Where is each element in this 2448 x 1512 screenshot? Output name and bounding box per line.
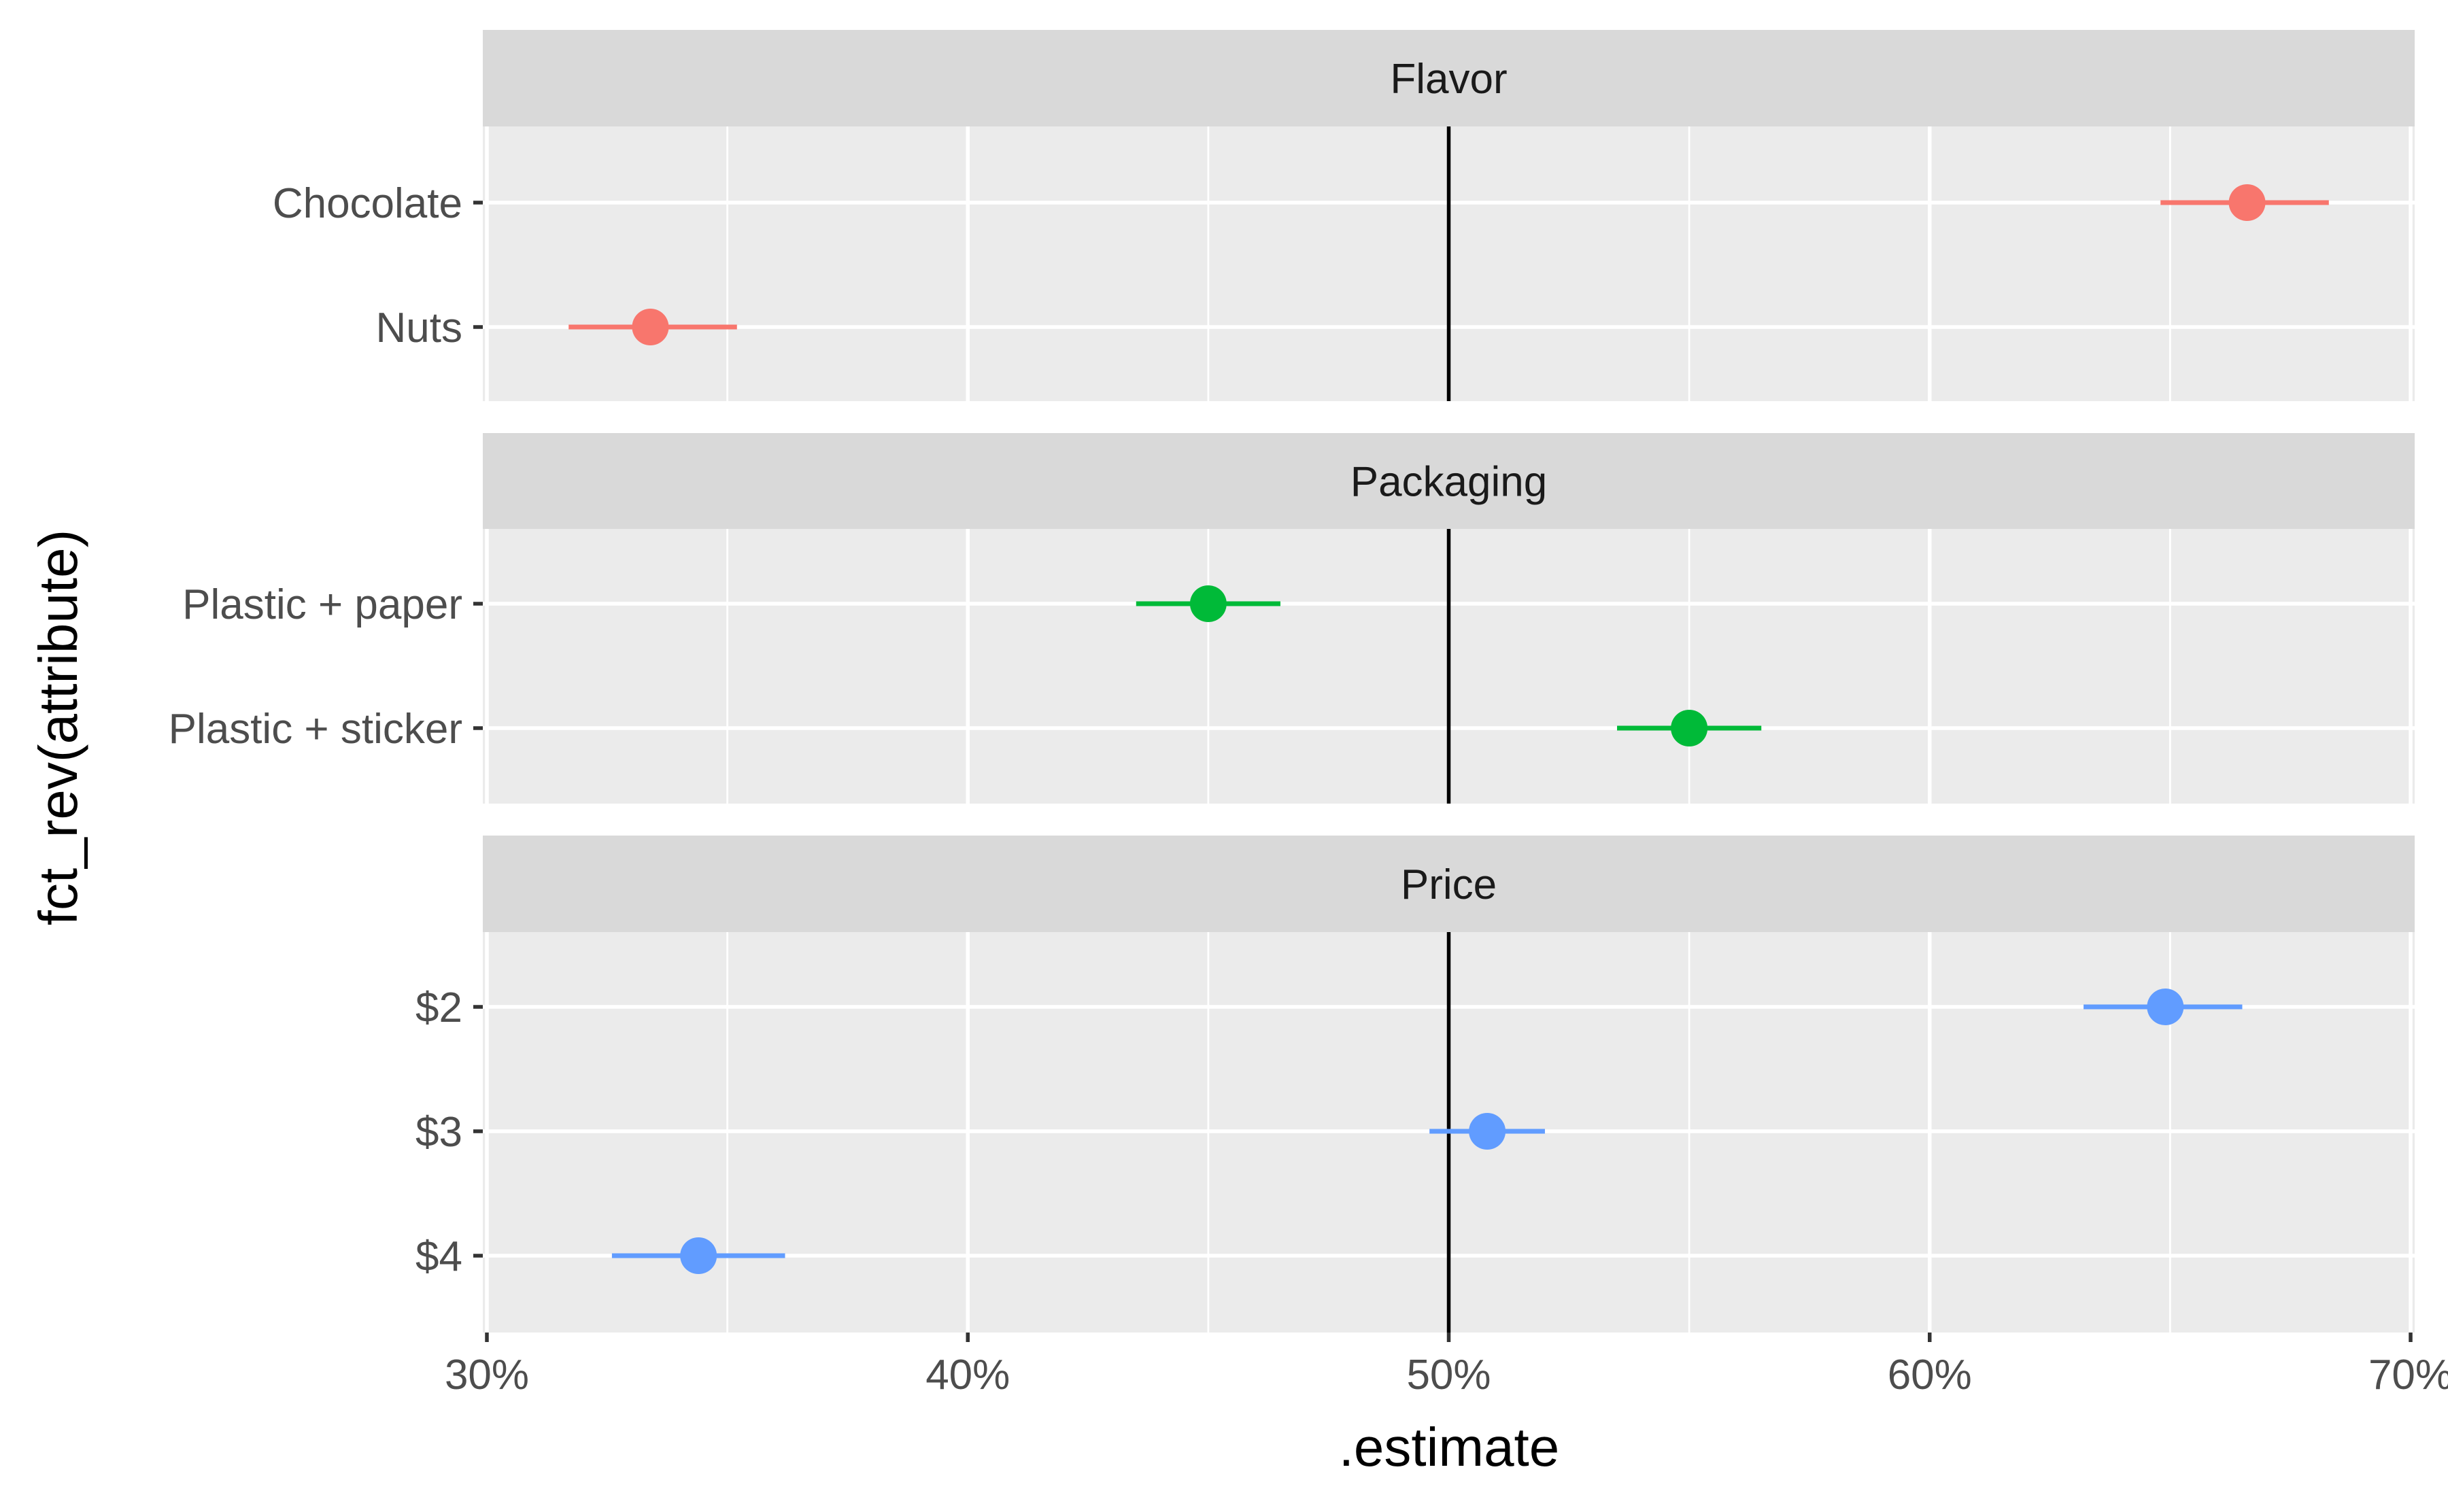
x-axis-title: .estimate	[1339, 1417, 1560, 1477]
y-tick-label: $2	[415, 984, 462, 1031]
x-tick-label: 60%	[1888, 1352, 1972, 1398]
facet-flavor: Flavor Chocolate Nuts	[273, 30, 2415, 401]
x-axis: 30% 40% 50% 60% 70%	[445, 1333, 2448, 1398]
panels-layer: Flavor Chocolate Nuts Packaging Plastic + pa…	[169, 30, 2415, 1333]
facet-strip-label: Packaging	[1350, 459, 1548, 506]
facet-strip	[483, 433, 2415, 529]
estimate-point	[2228, 184, 2266, 221]
x-tick-label: 70%	[2368, 1352, 2448, 1398]
estimate-point	[1189, 585, 1227, 622]
facet-strip	[483, 836, 2415, 932]
estimate-point	[1671, 710, 1708, 746]
y-tick-label: Chocolate	[273, 180, 462, 227]
x-tick-label: 30%	[445, 1352, 529, 1398]
estimate-point	[680, 1237, 717, 1274]
x-tick-label: 40%	[925, 1352, 1010, 1398]
y-tick-label: $4	[415, 1233, 462, 1280]
y-axis-title: fct_rev(attribute)	[28, 530, 88, 925]
facet-strip-label: Flavor	[1390, 56, 1507, 103]
facet-strip-label: Price	[1401, 861, 1497, 908]
facet-price: Price $2 $3 $4	[415, 836, 2415, 1333]
y-tick-label: Nuts	[376, 305, 462, 351]
estimate-point	[632, 309, 669, 345]
y-tick-label: $3	[415, 1109, 462, 1156]
estimate-point	[1469, 1113, 1506, 1150]
y-tick-label: Plastic + paper	[182, 581, 462, 628]
x-tick-label: 50%	[1406, 1352, 1491, 1398]
estimate-point	[2147, 989, 2184, 1025]
facet-strip	[483, 30, 2415, 126]
facet-packaging: Packaging Plastic + paper Plastic + sticke…	[169, 433, 2415, 804]
y-tick-label: Plastic + sticker	[169, 706, 462, 753]
